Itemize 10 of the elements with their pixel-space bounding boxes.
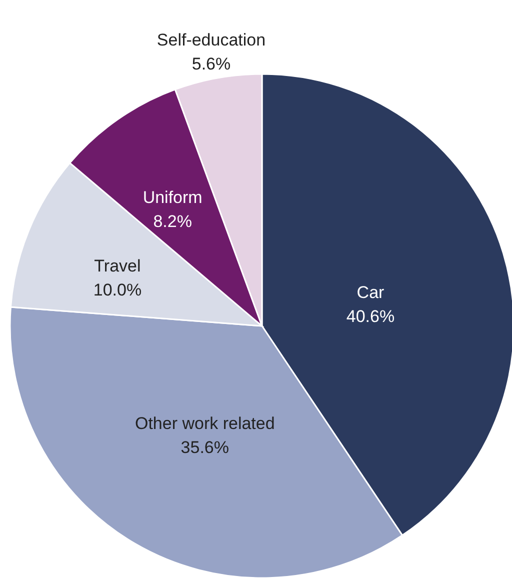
data-label: 10.0% bbox=[93, 280, 142, 300]
slice-label: Car bbox=[356, 282, 385, 302]
slice-label: Other work related bbox=[134, 414, 275, 433]
data-label: 40.6% bbox=[346, 306, 395, 326]
slice-label: Uniform bbox=[142, 188, 202, 207]
data-label: 5.6% bbox=[192, 54, 231, 74]
slice-label: Self-education bbox=[156, 30, 266, 50]
slice-label: Travel bbox=[94, 256, 141, 276]
data-label: 8.2% bbox=[153, 212, 192, 231]
data-label: 35.6% bbox=[180, 438, 229, 457]
